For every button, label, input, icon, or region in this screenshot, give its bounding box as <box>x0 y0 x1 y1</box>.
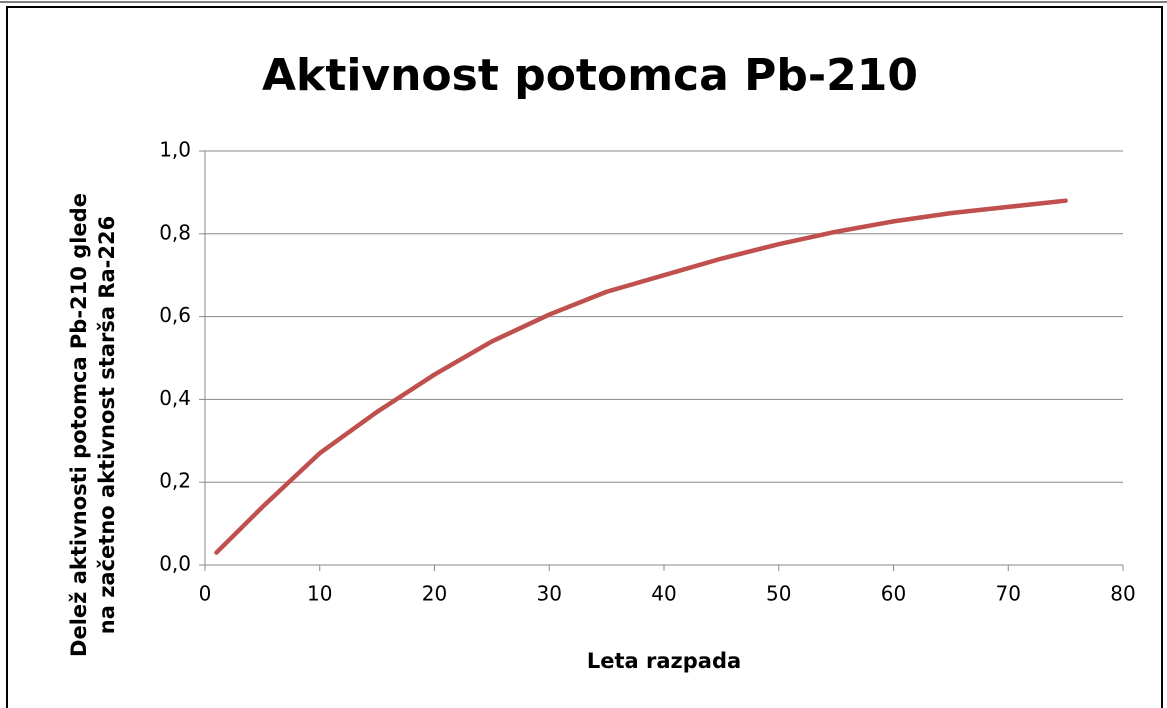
x-tick-label: 0 <box>199 582 212 606</box>
y-tick-label: 0,2 <box>159 469 191 493</box>
y-axis-label: Delež aktivnosti potomca Pb-210 glede <box>67 193 91 657</box>
x-tick-label: 80 <box>1110 582 1135 606</box>
y-tick-label: 0,0 <box>159 552 191 576</box>
x-tick-label: 60 <box>881 582 906 606</box>
x-tick-label: 10 <box>307 582 332 606</box>
x-tick-label: 50 <box>766 582 791 606</box>
x-tick-label: 30 <box>537 582 562 606</box>
y-tick-label: 0,6 <box>159 303 191 327</box>
x-tick-label: 70 <box>996 582 1021 606</box>
y-tick-label: 0,4 <box>159 386 191 410</box>
y-tick-label: 1,0 <box>159 138 191 162</box>
chart-title: Aktivnost potomca Pb-210 <box>262 50 918 101</box>
data-line <box>214 198 1068 555</box>
x-tick-label: 20 <box>422 582 447 606</box>
x-tick-label: 40 <box>651 582 676 606</box>
y-tick-label: 0,8 <box>159 220 191 244</box>
x-axis-label: Leta razpada <box>587 649 741 673</box>
frame <box>6 6 1163 708</box>
y-axis-label: na začetno aktivnost starša Ra-226 <box>95 216 119 634</box>
